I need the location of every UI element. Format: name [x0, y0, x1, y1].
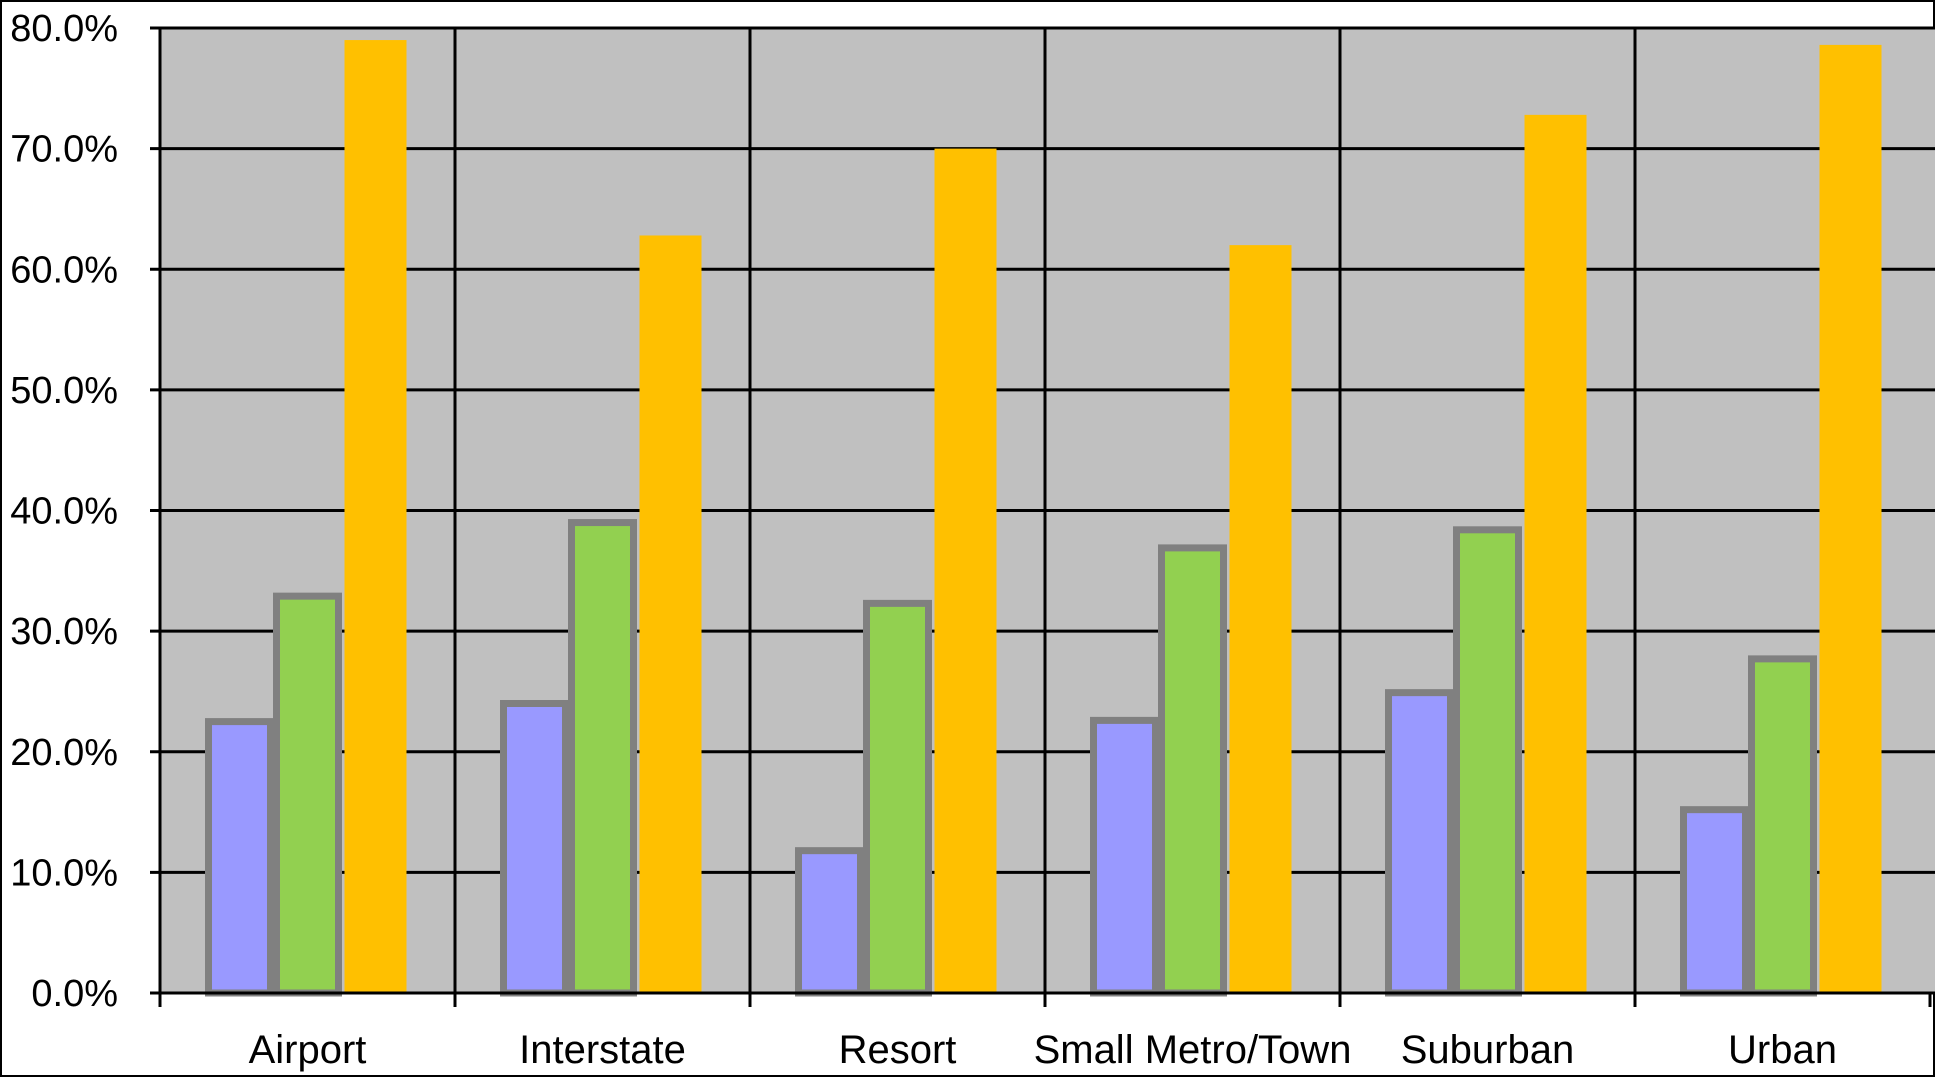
category-label: Small Metro/Town	[1034, 1028, 1352, 1072]
bar-3-resort	[934, 148, 997, 993]
gridlines	[160, 26, 1935, 995]
category-label: Suburban	[1401, 1028, 1574, 1072]
y-tick-label: 10.0%	[10, 852, 118, 894]
bars	[205, 40, 1882, 997]
bar-3-small-metro-town	[1229, 245, 1292, 993]
category-label: Airport	[249, 1028, 367, 1072]
category-label: Interstate	[519, 1028, 686, 1072]
bar-2-interstate	[568, 519, 637, 997]
y-tick-label: 80.0%	[10, 8, 118, 50]
bar-1-suburban	[1385, 689, 1454, 997]
bar-1-airport	[205, 718, 274, 997]
y-tick-label: 20.0%	[10, 732, 118, 774]
y-tick-labels: 0.0% 10.0% 20.0% 30.0% 40.0% 50.0% 60.0% 70.0% 8…	[10, 8, 118, 1015]
bar-3-suburban	[1524, 114, 1587, 994]
bar-1-resort	[795, 847, 864, 997]
bar-1-small-metro-town	[1090, 716, 1159, 997]
category-label: Urban	[1728, 1028, 1837, 1072]
bar-2-small-metro-town	[1158, 544, 1227, 997]
axes	[150, 26, 1935, 1007]
y-tick-label: 50.0%	[10, 370, 118, 412]
bar-2-urban	[1748, 655, 1817, 997]
y-tick-label: 30.0%	[10, 611, 118, 653]
y-tick-label: 40.0%	[10, 491, 118, 533]
bar-2-suburban	[1453, 526, 1522, 997]
category-labels: Airport Interstate Resort Small Metro/Town S…	[249, 1028, 1837, 1072]
bar-3-interstate	[639, 235, 702, 994]
bar-1-urban	[1680, 806, 1749, 997]
category-label: Resort	[839, 1028, 957, 1072]
y-tick-label: 0.0%	[31, 973, 118, 1015]
y-tick-label: 70.0%	[10, 129, 118, 171]
bar-3-urban	[1819, 44, 1882, 993]
bar-2-airport	[273, 592, 342, 997]
bar-3-airport	[344, 40, 407, 993]
y-tick-label: 60.0%	[10, 249, 118, 291]
bar-2-resort	[863, 599, 932, 997]
bar-1-interstate	[500, 700, 569, 997]
